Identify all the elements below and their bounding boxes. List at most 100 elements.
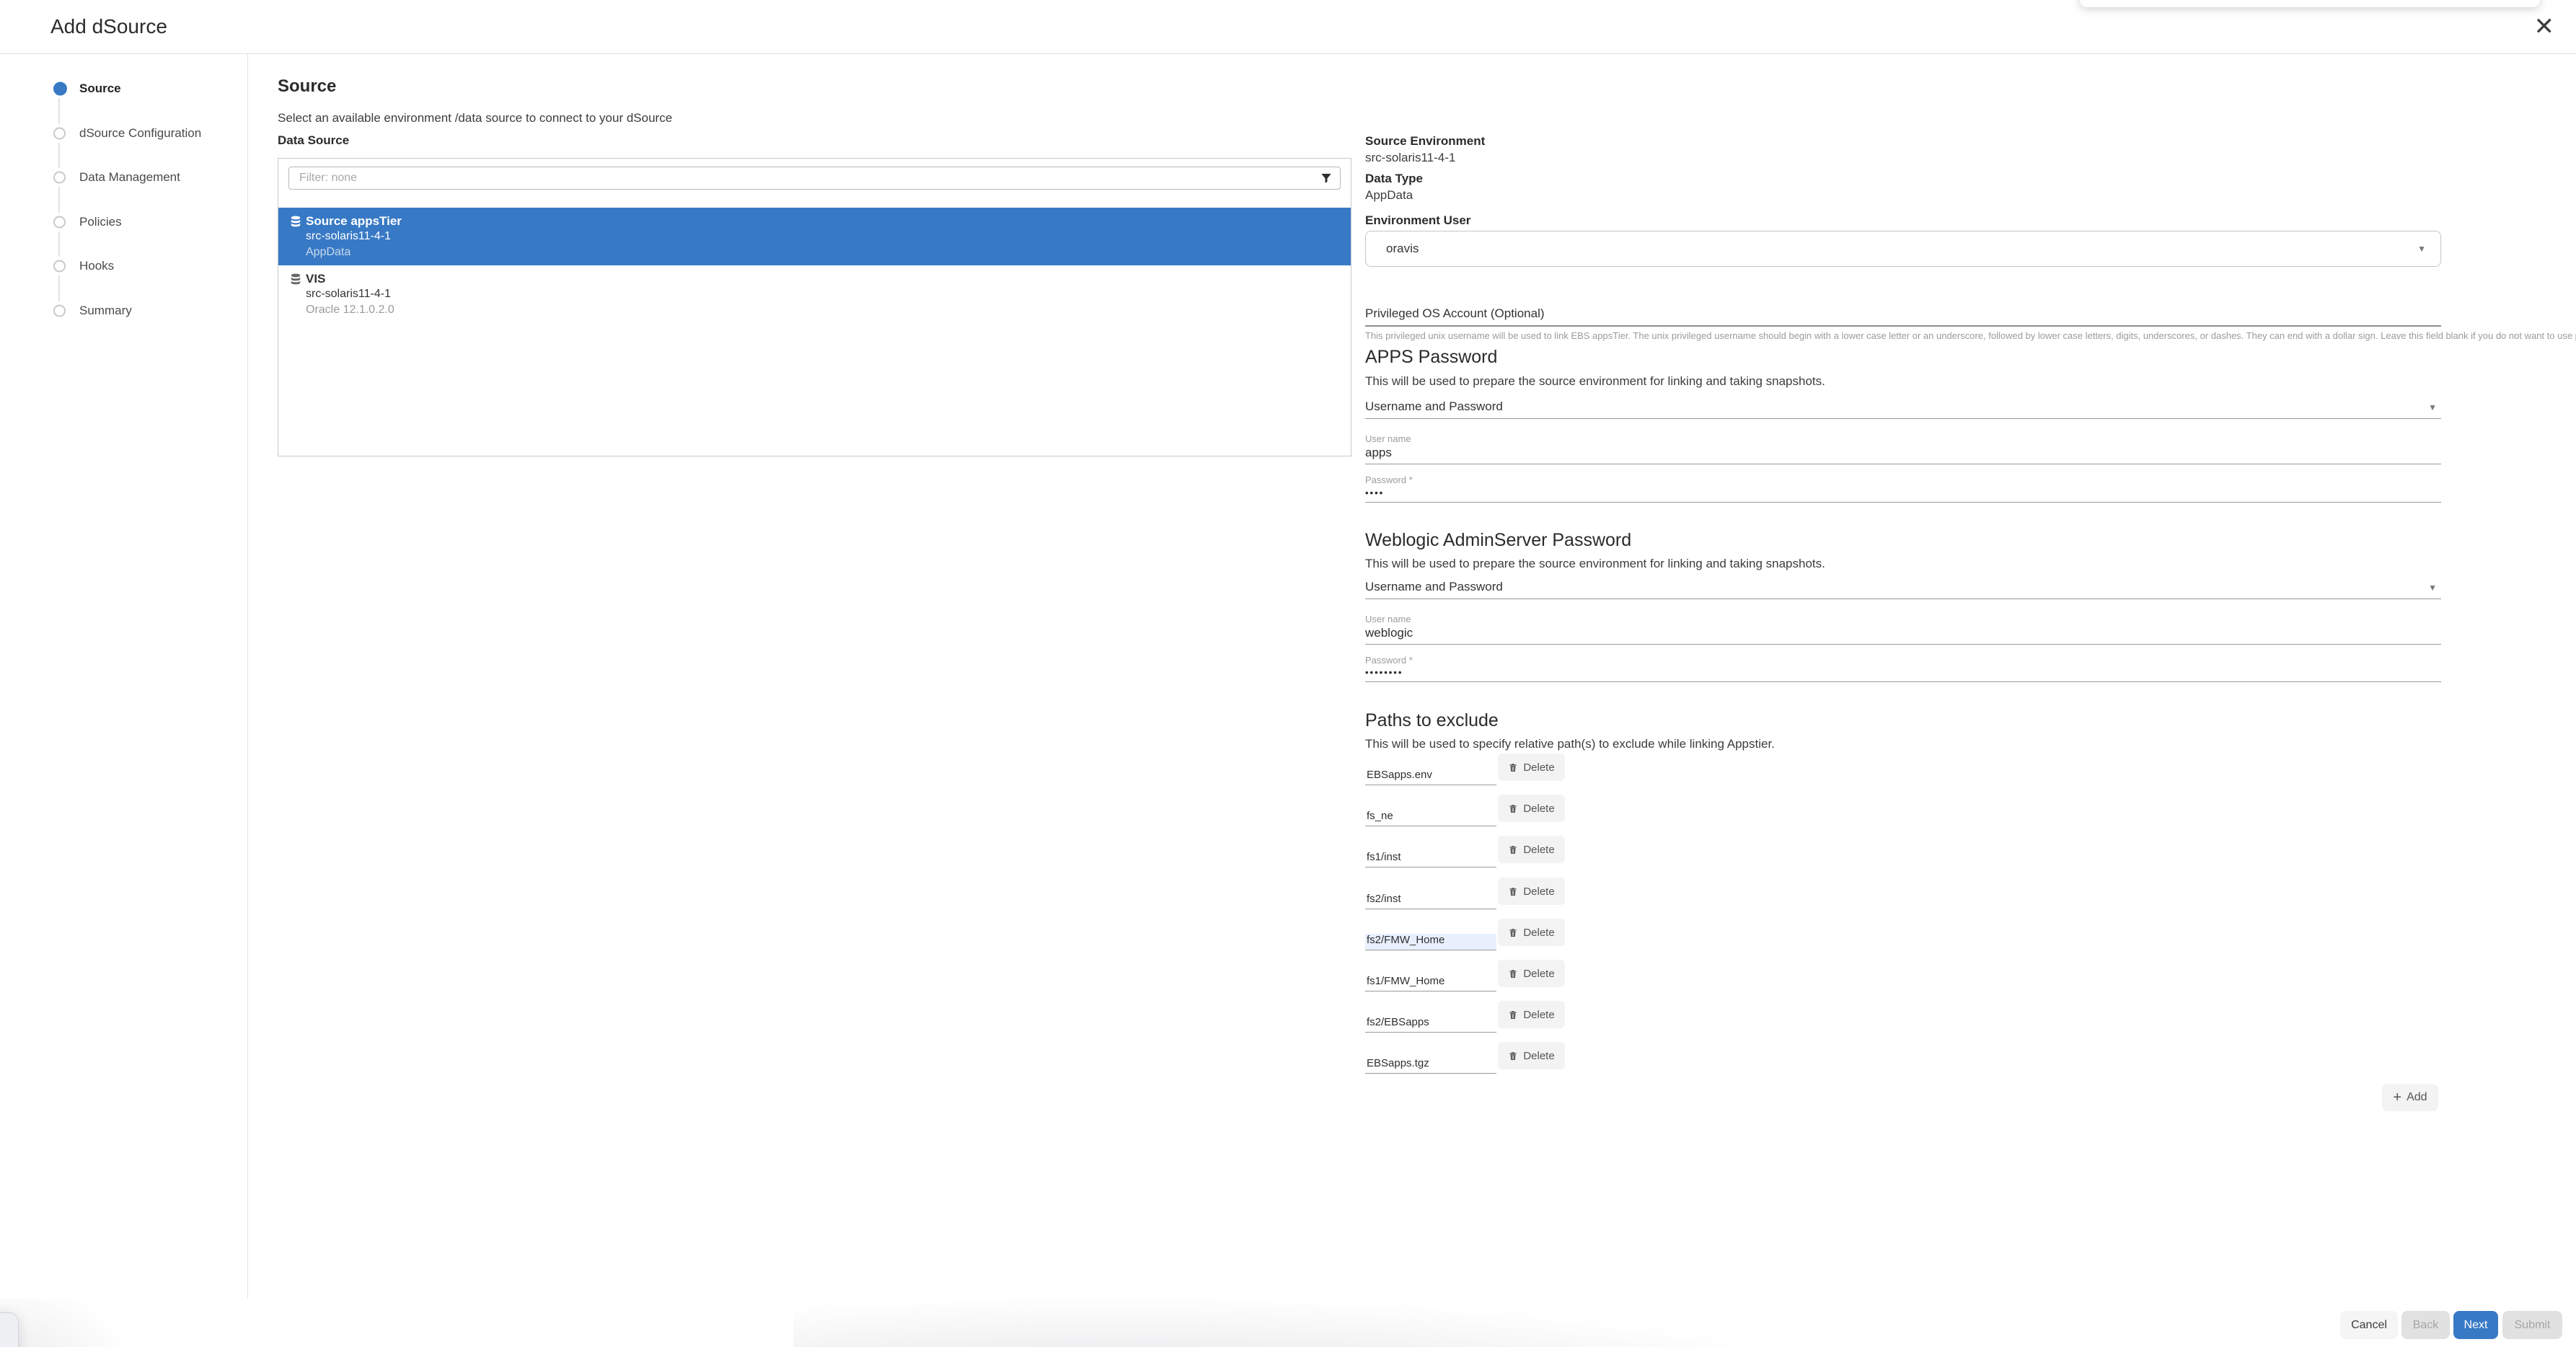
step-connector [58, 275, 60, 301]
step-circle-icon [53, 171, 66, 184]
weblogic-credential-type-select[interactable]: Username and Password ▼ [1365, 579, 2441, 599]
apps-credential-type-select[interactable]: Username and Password ▼ [1365, 399, 2441, 419]
bottom-shadow [793, 1291, 1947, 1347]
data-source-label: Data Source [278, 133, 350, 147]
sidebar-step-summary[interactable]: Summary [0, 296, 248, 325]
chevron-down-icon: ▼ [2417, 244, 2426, 254]
page-subtitle: Select an available environment /data so… [278, 111, 673, 125]
filter-funnel-icon [1321, 174, 1331, 183]
trash-icon [1509, 887, 1517, 896]
step-connector [58, 98, 60, 124]
apps-password-input[interactable] [1365, 487, 2441, 503]
data-source-item-source-appstier[interactable]: Source appsTier src-solaris11-4-1 AppData [278, 208, 1351, 265]
database-icon [291, 216, 301, 227]
filter-input[interactable] [288, 167, 1341, 190]
add-path-button[interactable]: + Add [2382, 1084, 2438, 1111]
apps-password-description: This will be used to prepare the source … [1365, 374, 1825, 388]
sidebar-step-source[interactable]: Source [0, 74, 248, 103]
delete-label: Delete [1523, 926, 1555, 939]
delete-path-button[interactable]: Delete [1498, 1001, 1565, 1028]
back-button[interactable]: Back [2401, 1311, 2450, 1339]
weblogic-password-input[interactable] [1365, 667, 2441, 682]
weblogic-username-label: User name [1365, 614, 1411, 624]
path-input[interactable] [1365, 1016, 1496, 1033]
delete-label: Delete [1523, 843, 1555, 856]
path-row: Delete [1365, 960, 1582, 992]
delete-label: Delete [1523, 1049, 1555, 1062]
step-circle-icon [53, 260, 66, 273]
weblogic-username-input[interactable] [1365, 626, 2441, 645]
item-environment: src-solaris11-4-1 [306, 288, 391, 300]
dialog-header: Add dSource ✕ [0, 0, 2576, 54]
corner-widget[interactable] [0, 1312, 19, 1347]
path-input[interactable] [1365, 934, 1496, 950]
source-environment-value: src-solaris11-4-1 [1365, 151, 1456, 164]
add-path-label: Add [2407, 1091, 2427, 1103]
delete-label: Delete [1523, 761, 1555, 774]
path-input[interactable] [1365, 975, 1496, 992]
apps-username-input[interactable] [1365, 446, 2441, 464]
delete-label: Delete [1523, 1008, 1555, 1021]
toast-remnant [2080, 0, 2540, 7]
weblogic-password-description: This will be used to prepare the source … [1365, 557, 1825, 570]
path-row: Delete [1365, 919, 1582, 950]
trash-icon [1509, 969, 1517, 978]
apps-password-label: Password * [1365, 474, 1413, 485]
path-input[interactable] [1365, 893, 1496, 909]
delete-path-button[interactable]: Delete [1498, 919, 1565, 946]
step-connector [58, 142, 60, 168]
delete-label: Delete [1523, 802, 1555, 815]
trash-icon [1509, 763, 1517, 772]
step-connector [58, 187, 60, 213]
delete-path-button[interactable]: Delete [1498, 836, 1565, 863]
data-source-item-vis[interactable]: VIS src-solaris11-4-1 Oracle 12.1.0.2.0 [278, 265, 1351, 323]
path-input[interactable] [1365, 1057, 1496, 1074]
path-input[interactable] [1365, 769, 1496, 785]
sidebar-step-data-management[interactable]: Data Management [0, 163, 248, 192]
path-row: Delete [1365, 1001, 1582, 1033]
trash-icon [1509, 928, 1517, 937]
sidebar-step-dsource-configuration[interactable]: dSource Configuration [0, 119, 248, 148]
delete-label: Delete [1523, 967, 1555, 980]
item-environment: src-solaris11-4-1 [306, 230, 391, 242]
step-label: Source [79, 81, 121, 95]
delete-path-button[interactable]: Delete [1498, 878, 1565, 905]
delete-path-button[interactable]: Delete [1498, 754, 1565, 781]
submit-button[interactable]: Submit [2502, 1311, 2562, 1339]
path-row: Delete [1365, 836, 1582, 867]
close-icon[interactable]: ✕ [2533, 13, 2555, 40]
trash-icon [1509, 845, 1517, 854]
privileged-os-account-help: This privileged unix username will be us… [1365, 330, 2576, 341]
wizard-sidebar: Source dSource Configuration Data Manageme… [0, 54, 248, 1299]
delete-path-button[interactable]: Delete [1498, 960, 1565, 987]
page-title: Source [278, 76, 337, 96]
item-title: Source appsTier [306, 214, 402, 228]
sidebar-step-hooks[interactable]: Hooks [0, 252, 248, 281]
step-label: Hooks [79, 259, 115, 273]
data-type-label: Data Type [1365, 172, 1423, 185]
trash-icon [1509, 804, 1517, 813]
path-row: Delete [1365, 795, 1582, 826]
item-type: Oracle 12.1.0.2.0 [306, 304, 394, 316]
data-source-list: Source appsTier src-solaris11-4-1 AppData V… [278, 208, 1351, 323]
environment-user-select[interactable]: oravis ▼ [1365, 231, 2441, 267]
path-input[interactable] [1365, 851, 1496, 867]
next-button[interactable]: Next [2453, 1311, 2498, 1339]
weblogic-credential-type-value: Username and Password [1365, 580, 1503, 593]
weblogic-password-label: Password * [1365, 655, 1413, 666]
step-label: dSource Configuration [79, 125, 202, 140]
step-circle-icon [53, 81, 67, 96]
path-input[interactable] [1365, 810, 1496, 826]
plus-icon: + [2393, 1090, 2402, 1105]
privileged-os-account-field[interactable]: Privileged OS Account (Optional) [1365, 305, 2441, 327]
dialog-title: Add dSource [50, 15, 167, 37]
delete-path-button[interactable]: Delete [1498, 795, 1565, 822]
sidebar-step-policies[interactable]: Policies [0, 208, 248, 237]
trash-icon [1509, 1051, 1517, 1060]
path-row: Delete [1365, 878, 1582, 909]
cancel-button[interactable]: Cancel [2340, 1311, 2398, 1339]
database-icon [291, 273, 301, 285]
apps-password-heading: APPS Password [1365, 347, 1498, 367]
apps-username-label: User name [1365, 433, 1411, 444]
delete-path-button[interactable]: Delete [1498, 1042, 1565, 1069]
